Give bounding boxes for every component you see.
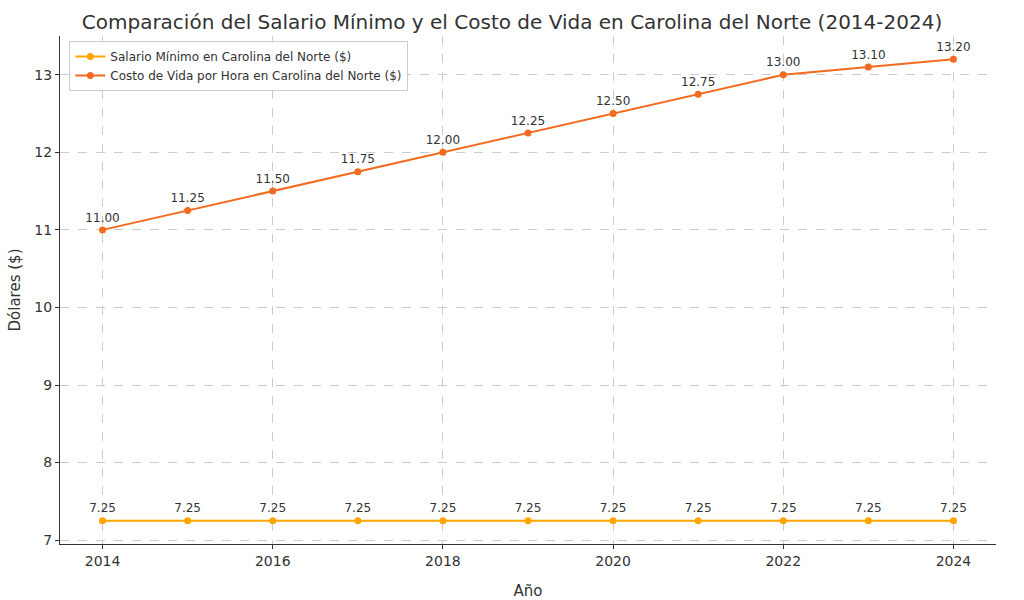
- svg-text:2018: 2018: [425, 553, 461, 569]
- svg-text:Costo de Vida por Hora en Caro: Costo de Vida por Hora en Carolina del N…: [110, 69, 401, 83]
- svg-text:7.25: 7.25: [430, 501, 457, 515]
- svg-text:7.25: 7.25: [855, 501, 882, 515]
- svg-text:7.25: 7.25: [89, 501, 116, 515]
- svg-text:12.25: 12.25: [511, 114, 545, 128]
- svg-text:2014: 2014: [85, 553, 121, 569]
- svg-text:7: 7: [43, 532, 52, 548]
- svg-text:Salario Mínimo en Carolina del: Salario Mínimo en Carolina del Norte ($): [110, 50, 351, 64]
- svg-text:7.25: 7.25: [515, 501, 542, 515]
- svg-text:12.00: 12.00: [426, 133, 460, 147]
- svg-text:8: 8: [43, 454, 52, 470]
- svg-text:Dólares ($): Dólares ($): [6, 249, 24, 332]
- svg-text:12.50: 12.50: [596, 94, 630, 108]
- svg-text:2022: 2022: [765, 553, 801, 569]
- svg-text:7.25: 7.25: [174, 501, 201, 515]
- svg-text:2024: 2024: [936, 553, 972, 569]
- svg-text:13.10: 13.10: [851, 48, 885, 62]
- svg-text:2016: 2016: [255, 553, 291, 569]
- svg-text:Comparación del Salario Mínimo: Comparación del Salario Mínimo y el Cost…: [82, 10, 942, 34]
- svg-text:11: 11: [34, 222, 52, 238]
- svg-text:7.25: 7.25: [344, 501, 371, 515]
- svg-text:10: 10: [34, 299, 52, 315]
- svg-text:7.25: 7.25: [940, 501, 967, 515]
- svg-text:7.25: 7.25: [259, 501, 286, 515]
- svg-text:11.75: 11.75: [341, 152, 375, 166]
- svg-text:11.25: 11.25: [170, 191, 204, 205]
- svg-text:7.25: 7.25: [770, 501, 797, 515]
- svg-text:13: 13: [34, 67, 52, 83]
- svg-text:9: 9: [43, 377, 52, 393]
- svg-text:13.00: 13.00: [766, 55, 800, 69]
- svg-text:12.75: 12.75: [681, 75, 715, 89]
- svg-text:2020: 2020: [595, 553, 631, 569]
- svg-text:Año: Año: [514, 582, 543, 600]
- svg-text:12: 12: [34, 144, 52, 160]
- svg-text:11.50: 11.50: [256, 172, 290, 186]
- svg-text:7.25: 7.25: [600, 501, 627, 515]
- svg-text:7.25: 7.25: [685, 501, 712, 515]
- svg-text:11.00: 11.00: [85, 211, 119, 225]
- svg-text:13.20: 13.20: [936, 40, 970, 54]
